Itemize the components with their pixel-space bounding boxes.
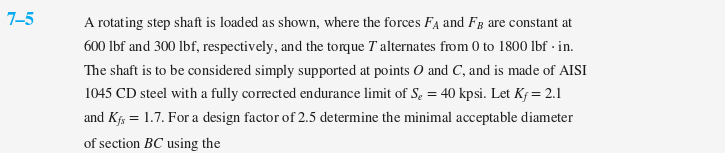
- Text: of section $\mathit{BC}$ using the: of section $\mathit{BC}$ using the: [83, 135, 222, 153]
- Text: 600 lbf and 300 lbf, respectively, and the torque $T$ alternates from 0 to 1800 : 600 lbf and 300 lbf, respectively, and t…: [83, 38, 574, 56]
- Text: 7–5: 7–5: [7, 12, 35, 29]
- Text: A rotating step shaft is loaded as shown, where the forces $F_A$ and $F_B$ are c: A rotating step shaft is loaded as shown…: [83, 14, 574, 32]
- Text: 1045 CD steel with a fully corrected endurance limit of $S_e$ = 40 kpsi. Let $K_: 1045 CD steel with a fully corrected end…: [83, 86, 563, 105]
- Text: and $K_{fs}$ = 1.7. For a design factor of 2.5 determine the minimal acceptable : and $K_{fs}$ = 1.7. For a design factor …: [83, 110, 574, 129]
- Text: The shaft is to be considered simply supported at points $O$ and $C$, and is mad: The shaft is to be considered simply sup…: [83, 62, 589, 80]
